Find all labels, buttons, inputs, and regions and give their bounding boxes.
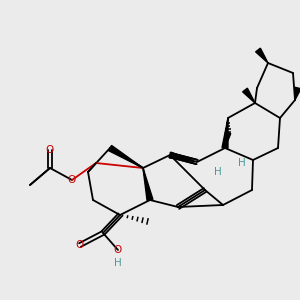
Polygon shape [169,152,197,162]
Text: H: H [114,258,122,268]
Text: O: O [46,145,54,155]
Polygon shape [108,146,143,168]
Polygon shape [143,168,153,201]
Text: O: O [76,240,84,250]
Polygon shape [243,88,255,103]
Polygon shape [256,48,268,63]
Polygon shape [295,87,300,100]
Text: O: O [114,245,122,255]
Polygon shape [225,133,231,148]
Polygon shape [222,118,228,148]
Text: H: H [214,167,222,177]
Text: H: H [238,158,246,168]
Text: O: O [68,175,76,185]
